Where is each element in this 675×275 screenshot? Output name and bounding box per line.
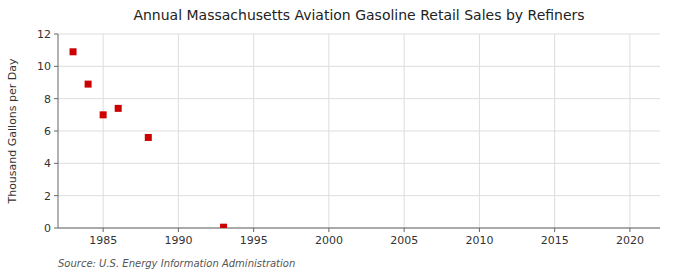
- grid-line: [58, 66, 660, 67]
- y-tick: [54, 98, 58, 99]
- grid-line: [328, 34, 329, 228]
- x-tick-label: 2005: [390, 234, 418, 247]
- y-tick: [54, 34, 58, 35]
- source: Source: U.S. Energy Information Administ…: [58, 258, 295, 269]
- point: [220, 224, 227, 228]
- grid-line: [58, 163, 660, 164]
- point: [115, 105, 122, 112]
- y-tick: [54, 66, 58, 67]
- grid-line: [554, 34, 555, 228]
- points: [70, 48, 228, 228]
- x-tick: [554, 228, 555, 232]
- grid-line: [253, 34, 254, 228]
- x-tick: [253, 228, 254, 232]
- x-tick-label: 2010: [465, 234, 493, 247]
- grid-line: [58, 195, 660, 196]
- x-tick: [178, 228, 179, 232]
- axes: 1985 1990 1995 2000 2005 2010 2015 2020 0 2 4 6 8 10 1…: [37, 28, 660, 247]
- x-tick-label: 2015: [541, 234, 569, 247]
- x-tick-label: 2020: [616, 234, 644, 247]
- title: Annual Massachusetts Aviation Gasoline R…: [133, 7, 584, 23]
- y-tick-label: 4: [44, 157, 51, 170]
- point: [100, 111, 107, 118]
- y-tick-label: 0: [44, 222, 51, 235]
- y-tick-label: 8: [44, 93, 51, 106]
- x-tick: [404, 228, 405, 232]
- y-tick-label: 6: [44, 125, 51, 138]
- point: [145, 134, 152, 141]
- grid: [58, 34, 660, 228]
- y-tick-label: 12: [37, 28, 51, 41]
- x-tick: [479, 228, 480, 232]
- x-tick: [103, 228, 104, 232]
- x-tick: [629, 228, 630, 232]
- x-tick-label: 2000: [315, 234, 343, 247]
- y-tick-label: 10: [37, 60, 51, 73]
- chart: 1985 1990 1995 2000 2005 2010 2015 2020 0 2 4 6 8 10 1…: [0, 0, 675, 275]
- y-axis-label: Thousand Gallons per Day: [6, 58, 19, 205]
- y-tick: [54, 163, 58, 164]
- grid-line: [629, 34, 630, 228]
- y-tick: [54, 195, 58, 196]
- x-tick-label: 1990: [164, 234, 192, 247]
- x-tick-label: 1995: [240, 234, 268, 247]
- grid-line: [58, 98, 660, 99]
- grid-line: [103, 34, 104, 228]
- grid-line: [404, 34, 405, 228]
- y-tick-label: 2: [44, 190, 51, 203]
- y-tick: [54, 131, 58, 132]
- x-tick: [328, 228, 329, 232]
- y-tick: [54, 228, 58, 229]
- point: [85, 81, 92, 88]
- grid-line: [58, 131, 660, 132]
- grid-line: [58, 228, 660, 229]
- grid-line: [479, 34, 480, 228]
- point: [70, 48, 77, 55]
- grid-line: [58, 34, 660, 35]
- x-axis-line: [58, 228, 660, 229]
- grid-line: [178, 34, 179, 228]
- x-tick-label: 1985: [89, 234, 117, 247]
